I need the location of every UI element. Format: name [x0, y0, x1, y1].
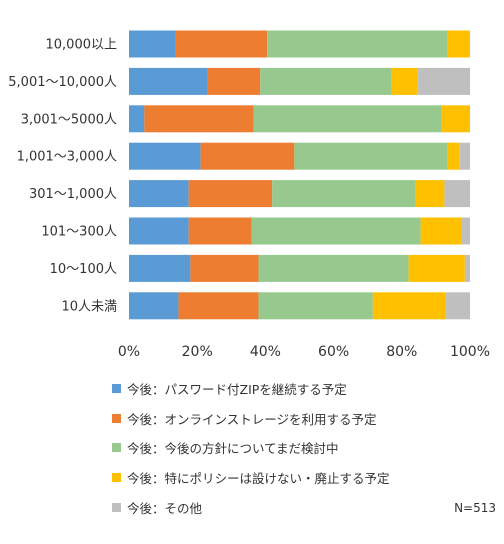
- bar-segment-series-4: [372, 292, 447, 320]
- bar-segment-series-2: [190, 254, 259, 282]
- bar-segment-series-5: [459, 142, 470, 170]
- bar-segment-series-2: [207, 67, 261, 95]
- legend-swatch: [112, 443, 121, 453]
- legend-swatch: [112, 502, 121, 512]
- legend-label: 今後：その他: [127, 500, 203, 516]
- bar-segment-series-2: [188, 217, 252, 245]
- legend-swatch: [112, 384, 121, 394]
- bar-segment-series-5: [461, 217, 470, 245]
- legend-label: 今後：特にポリシーは設けない・廃止する予定: [127, 471, 390, 487]
- bar-segment-series-4: [447, 142, 460, 170]
- bar-segment-series-3: [253, 105, 442, 133]
- legend-item: 今後：パスワード付ZIPを継続する予定: [112, 374, 390, 404]
- bar-segment-series-1: [129, 217, 189, 245]
- x-tick-label: 60%: [318, 344, 349, 360]
- legend-item: 今後：今後の方針についてまだ検討中: [112, 433, 390, 463]
- bar-segment-series-3: [251, 217, 421, 245]
- bar-segment-series-4: [420, 217, 462, 245]
- bar-segment-series-5: [464, 254, 470, 282]
- legend-label: 今後：オンラインストレージを利用する予定: [127, 411, 377, 427]
- sample-size-note: N=513: [454, 501, 496, 515]
- bar-segment-series-5: [446, 292, 470, 320]
- bar-segment-series-1: [129, 105, 145, 133]
- legend-swatch: [112, 413, 121, 423]
- bar-segment-series-3: [260, 67, 392, 95]
- bar-segment-series-5: [417, 67, 470, 95]
- category-label: 10人未満: [61, 299, 117, 314]
- bar-segment-series-1: [129, 180, 189, 208]
- legend-item: 今後：その他: [112, 492, 390, 522]
- bar-segment-series-1: [129, 30, 176, 58]
- bar-segment-series-3: [272, 180, 416, 208]
- bar-segment-series-3: [267, 30, 448, 58]
- bar-segment-series-2: [188, 180, 273, 208]
- bar-segment-series-2: [200, 142, 295, 170]
- bar-segment-series-5: [444, 180, 470, 208]
- category-label: 3,001～5000人: [21, 112, 117, 127]
- legend-swatch: [112, 473, 121, 483]
- category-label: 5,001～10,000人: [8, 75, 117, 90]
- legend-label: 今後：パスワード付ZIPを継続する予定: [127, 382, 347, 398]
- bar-segment-series-4: [441, 105, 470, 133]
- bar-segment-series-3: [294, 142, 448, 170]
- bar-segment-series-3: [258, 254, 409, 282]
- bar-segment-series-4: [391, 67, 418, 95]
- x-tick-label: 0%: [118, 344, 140, 360]
- x-tick-label: 20%: [182, 344, 213, 360]
- bar-segment-series-2: [144, 105, 254, 133]
- chart-legend: 今後：パスワード付ZIPを継続する予定今後：オンラインストレージを利用する予定今…: [112, 374, 390, 522]
- bar-segment-series-1: [129, 254, 191, 282]
- bar-segment-series-3: [258, 292, 373, 320]
- bar-segment-series-4: [447, 30, 470, 58]
- legend-item: 今後：オンラインストレージを利用する予定: [112, 404, 390, 434]
- category-label: 1,001～3,000人: [17, 150, 117, 165]
- bar-segment-series-1: [129, 292, 179, 320]
- bar-segment-series-4: [415, 180, 445, 208]
- x-tick-label: 100%: [450, 344, 490, 360]
- category-label: 10～100人: [50, 262, 117, 277]
- category-label: 301～1,000人: [29, 187, 117, 202]
- bar-segment-series-2: [175, 30, 268, 58]
- x-tick-label: 80%: [386, 344, 417, 360]
- stacked-bar-chart: 10,000以上 5,001～10,000人 3,001～5000人 1,001～3,…: [8, 30, 490, 360]
- legend-item: 今後：特にポリシーは設けない・廃止する予定: [112, 463, 390, 493]
- bar-segment-series-1: [129, 142, 201, 170]
- x-tick-label: 40%: [250, 344, 281, 360]
- bar-segment-series-1: [129, 67, 208, 95]
- bar-segment-series-4: [408, 254, 465, 282]
- legend-label: 今後：今後の方針についてまだ検討中: [127, 441, 339, 457]
- category-label: 10,000以上: [46, 38, 118, 53]
- category-label: 101～300人: [41, 225, 117, 240]
- bar-segment-series-2: [178, 292, 259, 320]
